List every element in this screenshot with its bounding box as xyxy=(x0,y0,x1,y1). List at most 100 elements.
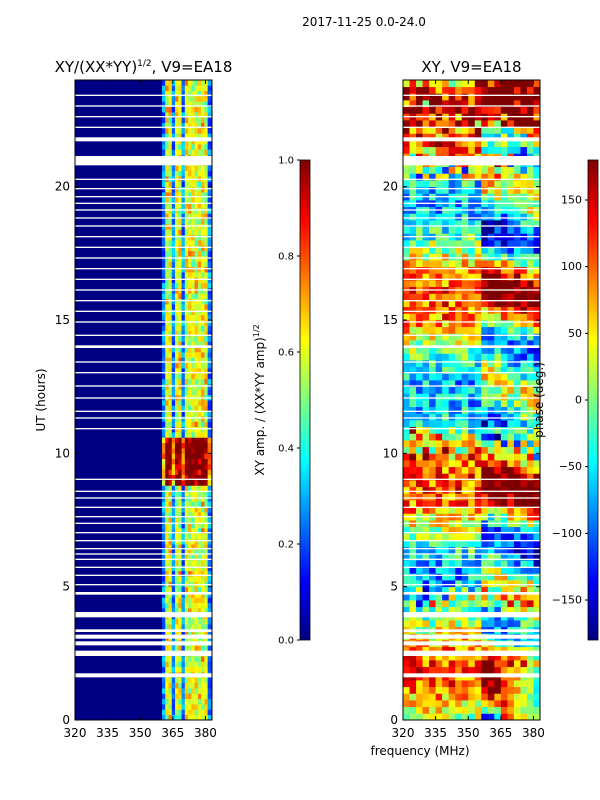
amplitude-cell xyxy=(181,554,186,561)
amplitude-cell xyxy=(191,101,195,108)
phase-cell xyxy=(416,333,423,341)
amplitude-cell xyxy=(194,240,199,246)
phase-cell xyxy=(403,126,410,134)
phase-cell xyxy=(474,380,482,388)
amplitude-cell xyxy=(197,341,202,348)
amplitude-cell xyxy=(161,357,166,364)
amplitude-cell xyxy=(201,373,205,380)
phase-cell xyxy=(442,413,450,421)
phase-cell xyxy=(403,386,410,394)
phase-cell xyxy=(500,393,508,401)
amplitude-cell xyxy=(175,426,179,433)
phase-cell xyxy=(513,313,521,321)
amplitude-cell xyxy=(165,698,169,705)
phase-cell xyxy=(468,173,476,181)
phase-cell xyxy=(526,360,534,368)
phase-cell xyxy=(455,660,463,668)
phase-cell xyxy=(422,86,430,94)
phase-cell xyxy=(442,80,450,88)
phase-cell xyxy=(422,680,430,688)
phase-cell xyxy=(409,253,417,261)
amplitude-cell xyxy=(175,602,179,609)
phase-cell xyxy=(429,366,437,374)
amplitude-cell xyxy=(181,666,186,673)
phase-cell xyxy=(461,686,469,694)
phase-cell xyxy=(494,593,502,601)
phase-cell xyxy=(513,126,521,134)
amplitude-cell xyxy=(181,464,186,470)
amplitude-cell xyxy=(197,714,202,720)
phase-cell xyxy=(429,533,437,541)
amplitude-cell xyxy=(207,341,212,348)
phase-cell xyxy=(481,560,489,568)
amplitude-cell xyxy=(171,309,176,316)
phase-cell xyxy=(448,360,456,368)
amplitude-cell xyxy=(184,304,189,310)
amplitude-cell xyxy=(204,528,209,534)
amplitude-cell xyxy=(171,533,176,540)
phase-cell xyxy=(435,526,443,534)
phase-cell xyxy=(500,226,508,234)
phase-cell xyxy=(494,333,502,341)
phase-cell xyxy=(533,593,540,601)
phase-cell xyxy=(533,413,540,421)
phase-cell xyxy=(520,320,528,328)
amplitude-cell xyxy=(194,346,199,353)
amplitude-cell xyxy=(184,245,189,252)
phase-cell xyxy=(422,493,430,501)
amplitude-cell xyxy=(204,618,209,625)
amplitude-cell xyxy=(201,357,205,364)
phase-cell xyxy=(526,446,534,454)
phase-cell xyxy=(474,600,482,608)
phase-cell xyxy=(403,540,410,548)
amplitude-cell xyxy=(161,240,166,246)
phase-cell xyxy=(494,246,502,254)
amplitude-cell xyxy=(207,101,212,108)
phase-cell xyxy=(500,326,508,334)
phase-cell xyxy=(429,446,437,454)
phase-cell xyxy=(481,566,489,574)
phase-cell xyxy=(435,706,443,714)
amplitude-cell xyxy=(184,437,189,444)
amplitude-cell xyxy=(188,336,192,342)
phase-cell xyxy=(435,646,443,654)
amplitude-cell xyxy=(171,202,176,209)
amplitude-cell xyxy=(184,458,189,465)
phase-cell xyxy=(520,373,528,381)
amplitude-cell xyxy=(204,714,209,720)
amplitude-cell xyxy=(207,85,212,92)
amplitude-cell xyxy=(207,485,212,492)
amplitude-cell xyxy=(178,96,182,102)
phase-cell xyxy=(494,460,502,468)
phase-cell xyxy=(526,433,534,441)
phase-cell xyxy=(533,220,540,228)
phase-cell xyxy=(513,366,521,374)
amplitude-cell xyxy=(201,165,205,172)
amplitude-cell xyxy=(191,266,195,273)
amplitude-cell xyxy=(171,261,176,268)
amplitude-cell xyxy=(188,106,192,113)
amplitude-cell xyxy=(161,645,166,652)
amplitude-cell xyxy=(178,266,182,273)
amplitude-cell xyxy=(194,693,199,700)
amplitude-cell xyxy=(178,704,182,710)
phase-cell xyxy=(481,80,489,88)
amplitude-cell xyxy=(184,277,189,284)
amplitude-cell xyxy=(194,213,199,220)
amplitude-cell xyxy=(165,85,169,92)
amplitude-flagged-row xyxy=(75,334,212,336)
amplitude-cell xyxy=(175,410,179,417)
phase-cell xyxy=(409,260,417,268)
amplitude-cell xyxy=(207,597,212,604)
amplitude-cell xyxy=(161,453,166,460)
phase-cell xyxy=(526,406,534,414)
phase-cell xyxy=(403,533,410,541)
amplitude-cell xyxy=(181,704,186,710)
amplitude-cell xyxy=(161,325,166,332)
phase-cell xyxy=(409,400,417,408)
phase-cell xyxy=(507,533,515,541)
phase-cell xyxy=(461,546,469,554)
amplitude-cell xyxy=(184,661,189,668)
phase-cell xyxy=(520,553,528,561)
amplitude-cell xyxy=(171,677,176,684)
